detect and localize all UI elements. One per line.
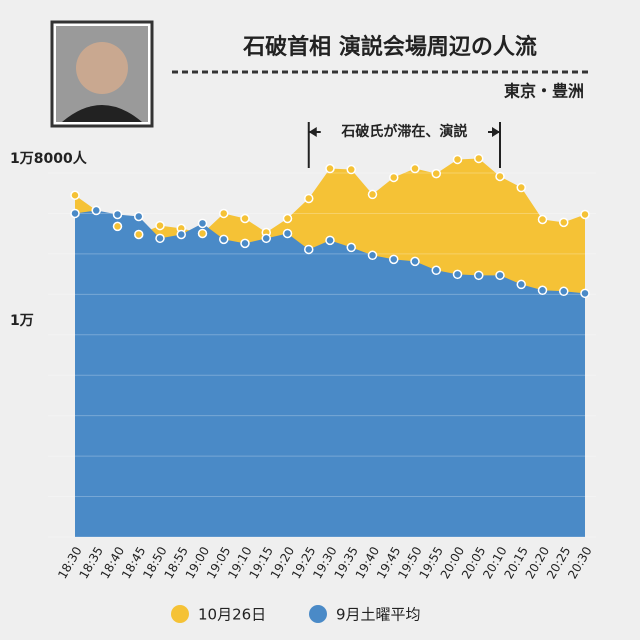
point xyxy=(452,269,463,280)
point xyxy=(70,208,80,219)
legend-swatch xyxy=(309,605,327,623)
portrait-face xyxy=(76,42,128,94)
y-tick-label: 1万8000人 xyxy=(10,150,88,167)
point xyxy=(155,233,165,244)
point xyxy=(431,168,441,179)
point xyxy=(282,213,293,224)
point xyxy=(410,256,420,267)
point xyxy=(134,229,144,240)
point xyxy=(240,238,250,249)
point xyxy=(580,209,590,220)
area xyxy=(75,210,585,537)
point xyxy=(431,265,441,276)
point xyxy=(240,213,250,224)
point xyxy=(261,233,271,244)
point xyxy=(134,211,144,222)
legend-label: 9月土曜平均 xyxy=(336,606,421,624)
point xyxy=(70,190,80,200)
point xyxy=(346,242,356,253)
portrait-suit xyxy=(62,105,142,122)
point xyxy=(219,208,229,219)
point xyxy=(155,220,165,231)
point xyxy=(91,205,101,216)
point xyxy=(474,153,484,164)
point xyxy=(537,285,548,296)
point xyxy=(410,163,420,174)
point xyxy=(112,209,123,220)
point xyxy=(219,234,229,245)
point xyxy=(197,218,208,229)
point xyxy=(389,172,399,183)
point xyxy=(304,244,314,255)
point xyxy=(495,270,505,281)
legend-label: 10月26日 xyxy=(198,606,266,624)
point xyxy=(367,250,378,261)
chart-subtitle: 東京・豊洲 xyxy=(504,82,584,101)
point xyxy=(112,221,123,232)
point xyxy=(495,171,505,182)
point xyxy=(537,214,548,225)
annotation: 石破氏が滞在、演説 xyxy=(340,123,467,140)
point xyxy=(325,163,335,174)
point xyxy=(389,254,399,265)
point xyxy=(176,229,186,240)
point xyxy=(580,288,590,299)
point xyxy=(452,154,463,165)
point xyxy=(197,228,208,239)
point xyxy=(325,235,335,246)
legend-swatch xyxy=(171,605,189,623)
point xyxy=(304,193,314,204)
point xyxy=(367,189,378,200)
point xyxy=(516,279,526,290)
point xyxy=(516,182,526,193)
chart-title: 石破首相 演説会場周辺の人流 xyxy=(242,34,537,60)
y-tick-label: 1万 xyxy=(10,313,34,329)
point xyxy=(559,217,569,228)
point xyxy=(282,228,293,239)
point xyxy=(559,286,569,297)
point xyxy=(346,164,356,175)
point xyxy=(474,270,484,281)
annotation-bracket xyxy=(307,122,501,168)
